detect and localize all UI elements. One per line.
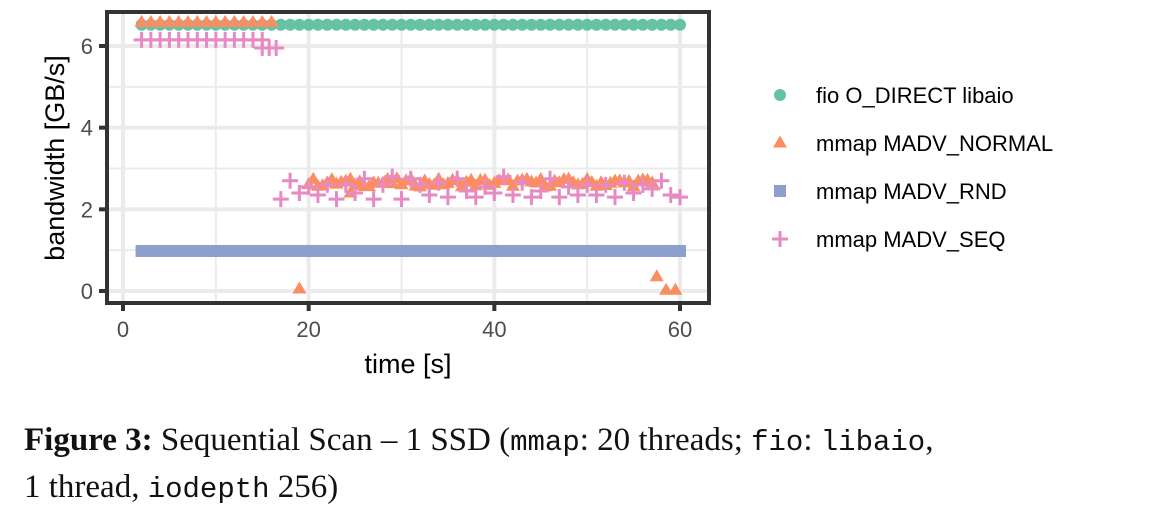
series-mmap-madv-rnd bbox=[135, 244, 686, 257]
caption-code: fio bbox=[751, 426, 804, 459]
plot-panel bbox=[107, 12, 709, 303]
y-axis-title: bandwidth [GB/s] bbox=[40, 55, 70, 261]
x-tick-label: 40 bbox=[482, 317, 506, 342]
caption-code: iodepth bbox=[147, 473, 270, 506]
caption-text: 1 thread, bbox=[24, 469, 148, 505]
legend-label: mmap MADV_SEQ bbox=[816, 227, 1006, 252]
caption-text: : 20 threads; bbox=[579, 422, 752, 458]
caption-text: 256) bbox=[269, 469, 339, 505]
y-tick-label: 6 bbox=[81, 34, 93, 59]
legend-label: mmap MADV_NORMAL bbox=[816, 131, 1053, 156]
legend-item: mmap MADV_SEQ bbox=[772, 227, 1006, 252]
chart: 0 2 4 6 0 20 40 60 time [s] bandwidth [GB/s] f… bbox=[40, 10, 1053, 379]
caption-code: libaio bbox=[820, 426, 926, 459]
y-tick-label: 2 bbox=[81, 197, 93, 222]
figure-caption: Figure 3: Sequential Scan – 1 SSD (mmap:… bbox=[24, 418, 1144, 512]
caption-text: , bbox=[925, 422, 934, 458]
x-axis: 0 20 40 60 bbox=[117, 303, 692, 342]
x-tick-label: 20 bbox=[296, 317, 320, 342]
legend-item: fio O_DIRECT libaio bbox=[774, 83, 1014, 108]
caption-code: mmap bbox=[510, 426, 580, 459]
data-points bbox=[133, 14, 688, 295]
x-tick-label: 60 bbox=[668, 317, 692, 342]
x-axis-title: time [s] bbox=[364, 349, 451, 379]
legend-item: mmap MADV_RND bbox=[774, 179, 1007, 204]
legend-label: fio O_DIRECT libaio bbox=[816, 83, 1014, 108]
plus-marker-icon bbox=[772, 231, 788, 247]
legend-label: mmap MADV_RND bbox=[816, 179, 1007, 204]
series-mmap-madv-seq bbox=[133, 31, 688, 208]
y-tick-label: 4 bbox=[81, 116, 93, 141]
x-tick-label: 0 bbox=[117, 317, 129, 342]
y-axis: 0 2 4 6 bbox=[81, 34, 107, 304]
legend-item: mmap MADV_NORMAL bbox=[773, 131, 1053, 156]
caption-label: Figure 3: bbox=[24, 422, 153, 458]
plot-border bbox=[105, 10, 711, 305]
triangle-marker-icon bbox=[773, 135, 787, 148]
caption-text: Sequential Scan – 1 SSD ( bbox=[152, 422, 511, 458]
circle-marker-icon bbox=[774, 89, 786, 101]
y-tick-label: 0 bbox=[81, 279, 93, 304]
legend: fio O_DIRECT libaio mmap MADV_NORMALmmap … bbox=[772, 83, 1053, 252]
caption-text: : bbox=[803, 422, 821, 458]
square-marker-icon bbox=[774, 185, 786, 197]
